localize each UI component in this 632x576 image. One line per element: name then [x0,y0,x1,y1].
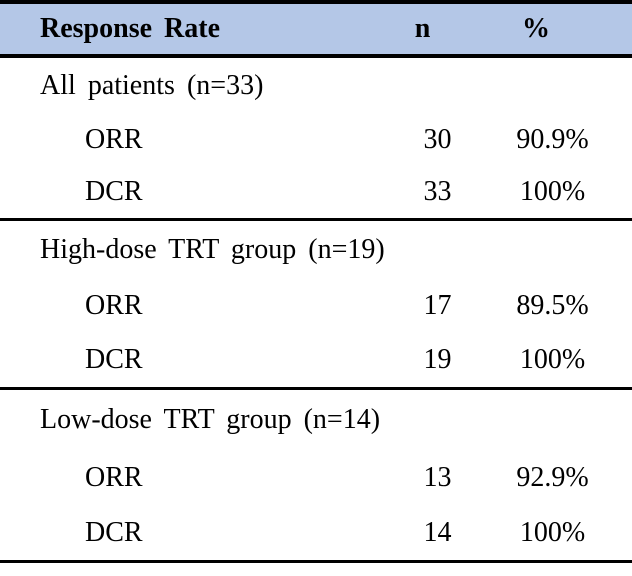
response-rate-table: Response Rate n % All patients (n=33) ORR… [0,0,632,562]
section-title: High-dose TRT group (n=19) [40,234,385,265]
row-label: DCR [85,516,143,548]
section-title: Low-dose TRT group (n=14) [40,404,381,435]
row-label: ORR [85,124,143,155]
row-percent-value: 100% [519,516,586,548]
row-n-value: 17 [423,290,452,321]
row-percent-value: 90.9% [516,124,589,155]
row-n-value: 13 [423,461,452,493]
table-row: ORR 30 90.9% [0,114,632,166]
section-title: All patients (n=33) [40,70,264,101]
column-header-response-rate: Response Rate [0,2,390,58]
section-title-row: All patients (n=33) [0,56,632,114]
table-section: All patients (n=33) ORR 30 90.9% DCR 33 100% [0,56,632,220]
row-label: DCR [85,344,143,375]
table-header: Response Rate n % [0,2,632,58]
row-n-value: 19 [423,344,452,375]
row-label: ORR [85,290,143,321]
row-percent-value: 92.9% [516,461,589,493]
row-percent-value: 100% [519,176,586,207]
table-row: ORR 17 89.5% [0,279,632,333]
column-header-n: n [390,2,485,58]
section-title-row: High-dose TRT group (n=19) [0,220,632,280]
table-section: High-dose TRT group (n=19) ORR 17 89.5% DCR 1… [0,220,632,389]
row-percent-value: 100% [519,344,586,375]
section-title-row: Low-dose TRT group (n=14) [0,389,632,451]
table-section: Low-dose TRT group (n=14) ORR 13 92.9% DCR 14… [0,389,632,562]
table-row: ORR 13 92.9% [0,450,632,505]
column-header-percent: % [485,2,632,58]
row-label: DCR [85,176,143,207]
row-n-value: 33 [423,176,452,207]
table-row: DCR 19 100% [0,333,632,389]
row-label: ORR [85,461,143,493]
table-row: DCR 33 100% [0,166,632,220]
table-row: DCR 14 100% [0,505,632,562]
row-n-value: 14 [423,516,452,548]
row-n-value: 30 [423,124,452,155]
row-percent-value: 89.5% [516,290,589,321]
table-header-row: Response Rate n % [0,2,632,58]
